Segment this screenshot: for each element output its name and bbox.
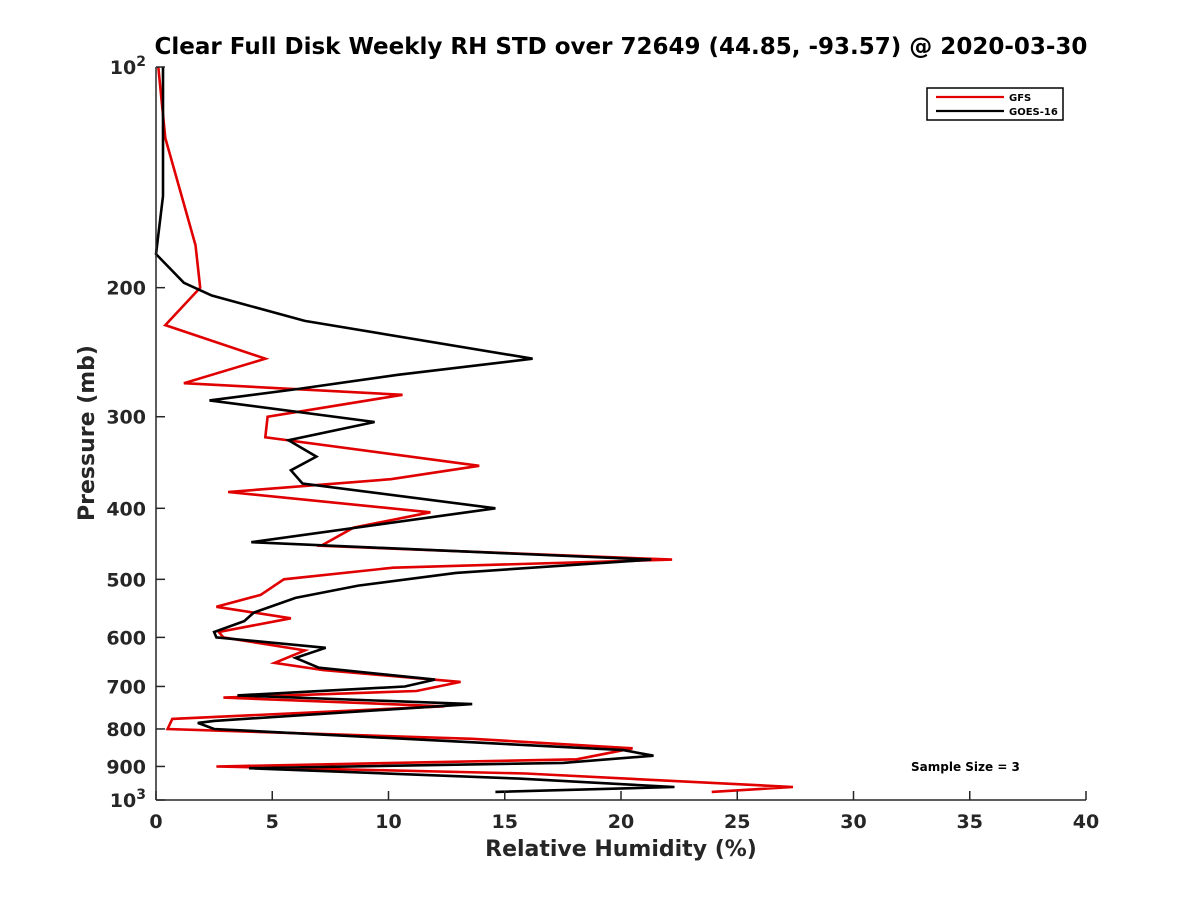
y-tick-label: 600 [106,627,146,649]
y-tick-label: 700 [106,676,146,698]
x-tick-label: 25 [724,811,750,833]
y-tick-label: 500 [106,569,146,591]
x-tick-label: 30 [840,811,866,833]
plot-lines [154,66,794,794]
y-tick-label: 102 [110,54,146,79]
y-tick-label: 103 [110,787,146,812]
y-tick-label-exponent: 3 [136,787,146,803]
y-tick-label: 900 [106,756,146,778]
y-tick-label-base: 10 [110,790,136,812]
legend: GFS GOES-16 [926,87,1064,121]
y-tick-label-base: 10 [110,57,136,79]
x-ticks: 0 5 10 15 20 25 30 35 40 [149,791,1099,833]
x-tick-label: 20 [608,811,634,833]
y-tick-label: 200 [106,278,146,300]
legend-label-gfs: GFS [1009,93,1031,104]
legend-label-goes16: GOES-16 [1009,107,1058,118]
y-tick-label-exponent: 2 [136,54,146,70]
x-tick-label: 5 [266,811,279,833]
x-tick-label: 10 [375,811,401,833]
sample-size-annotation: Sample Size = 3 [911,760,1020,774]
x-axis-label: Relative Humidity (%) [485,837,757,862]
y-tick-label: 800 [106,719,146,741]
x-tick-label: 40 [1073,811,1099,833]
x-tick-label: 0 [149,811,162,833]
y-tick-label: 400 [106,498,146,520]
chart-title: Clear Full Disk Weekly RH STD over 72649… [155,34,1088,60]
x-tick-label: 15 [492,811,518,833]
x-tick-label: 35 [957,811,983,833]
series-line-goes16 [154,67,675,794]
y-tick-label: 300 [106,407,146,429]
legend-box [926,87,1064,121]
y-axis-label: Pressure (mb) [75,345,100,521]
